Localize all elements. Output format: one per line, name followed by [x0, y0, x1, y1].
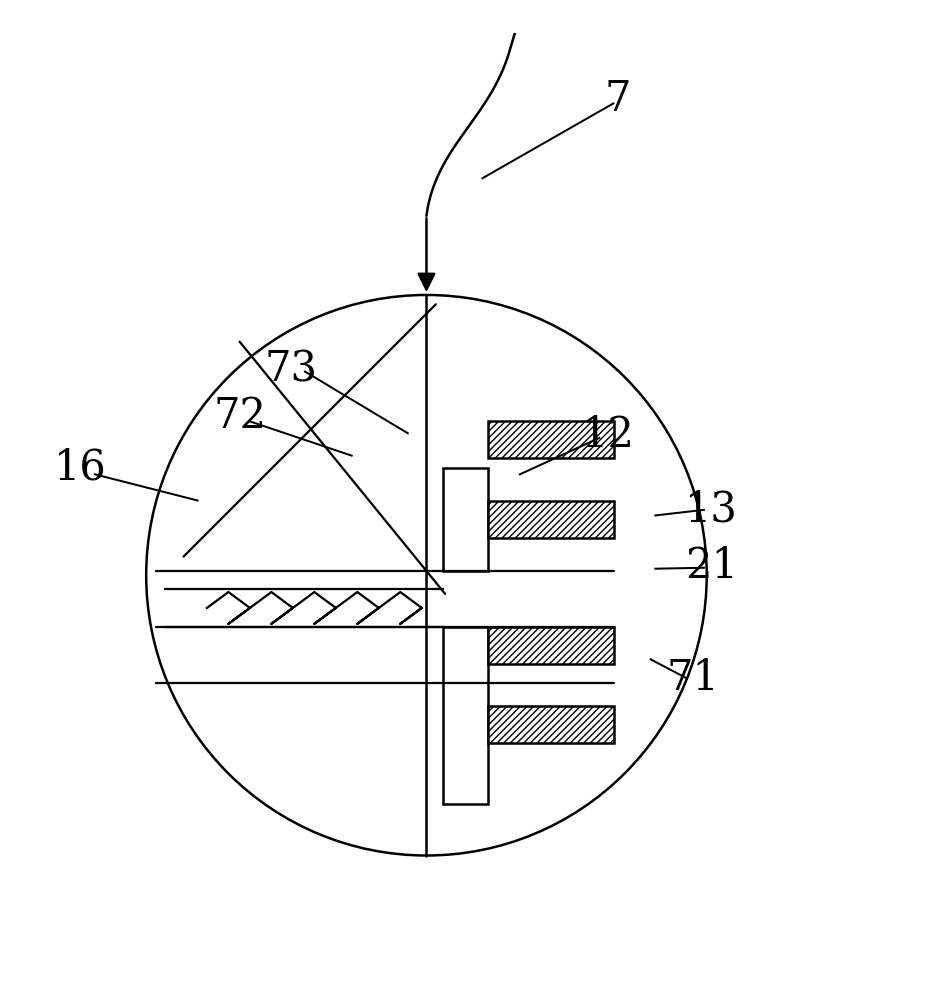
Bar	[488, 500, 614, 538]
Bar	[488, 421, 614, 458]
Text: 71: 71	[665, 657, 719, 699]
Bar	[488, 706, 614, 744]
Text: 12: 12	[581, 414, 635, 456]
Bar	[488, 627, 614, 664]
Text: 7: 7	[604, 78, 631, 120]
Bar	[443, 467, 488, 571]
Text: 21: 21	[684, 545, 738, 587]
Bar	[443, 627, 488, 804]
Text: 13: 13	[684, 488, 737, 531]
Text: 72: 72	[212, 395, 266, 437]
Text: 16: 16	[54, 446, 107, 488]
Text: 73: 73	[264, 348, 317, 390]
